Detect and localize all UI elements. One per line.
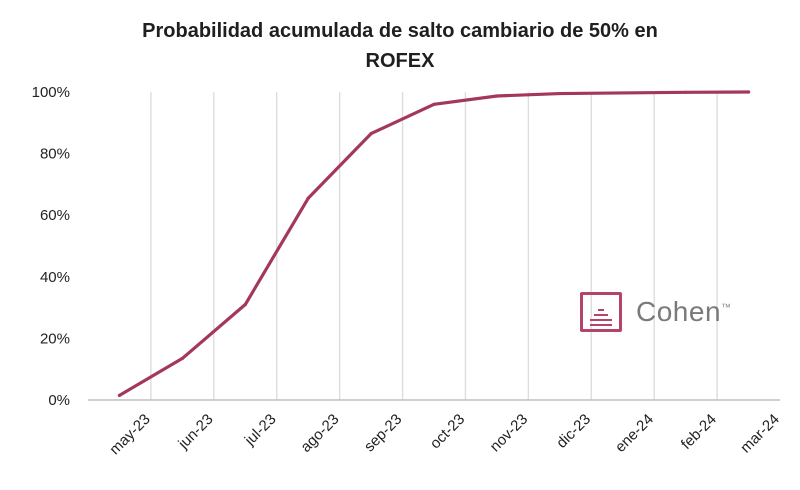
x-tick-label: jun-23 bbox=[174, 411, 216, 453]
cohen-logo: Cohen™ bbox=[580, 290, 732, 334]
cohen-logo-text: Cohen™ bbox=[636, 296, 732, 327]
series-group bbox=[117, 90, 751, 397]
data-point bbox=[558, 91, 562, 96]
chart-title: Probabilidad acumulada de salto cambiari… bbox=[0, 16, 800, 76]
x-tick-label: mar-24 bbox=[737, 411, 783, 457]
y-tick-label: 60% bbox=[40, 207, 70, 224]
x-tick-label: jul-23 bbox=[241, 411, 280, 450]
y-axis: 0% 20% 40% 60% 80% 100% bbox=[32, 84, 70, 409]
cohen-logo-tm: ™ bbox=[721, 302, 732, 314]
data-point bbox=[432, 102, 436, 106]
data-point bbox=[495, 94, 499, 98]
x-tick-label: ago-23 bbox=[297, 411, 342, 456]
y-tick-label: 20% bbox=[40, 330, 70, 347]
data-point bbox=[621, 91, 625, 95]
y-tick-label: 40% bbox=[40, 269, 70, 286]
data-point bbox=[684, 90, 688, 94]
x-tick-label: sep-23 bbox=[361, 411, 405, 455]
data-point bbox=[243, 302, 247, 307]
gridlines bbox=[88, 92, 780, 401]
chart-title-line-2: ROFEX bbox=[365, 50, 435, 72]
data-point bbox=[180, 356, 184, 361]
x-tick-label: nov-23 bbox=[487, 411, 531, 455]
data-point bbox=[746, 90, 751, 94]
cohen-logo-icon bbox=[580, 292, 622, 332]
data-point bbox=[306, 196, 310, 200]
y-tick-label: 100% bbox=[32, 84, 70, 101]
x-tick-label: dic-23 bbox=[553, 411, 594, 452]
y-tick-label: 0% bbox=[48, 392, 70, 409]
x-axis: may-23 jun-23 jul-23 ago-23 sep-23 oct-23 nov-… bbox=[106, 411, 782, 458]
data-point bbox=[117, 393, 122, 397]
x-tick-label: may-23 bbox=[106, 411, 153, 458]
chart-title-line-1: Probabilidad acumulada de salto cambiari… bbox=[142, 20, 658, 42]
x-tick-label: feb-24 bbox=[678, 411, 720, 453]
x-tick-label: ene-24 bbox=[612, 411, 657, 456]
y-tick-label: 80% bbox=[40, 146, 70, 163]
data-point bbox=[369, 131, 373, 136]
x-tick-label: oct-23 bbox=[427, 411, 469, 453]
